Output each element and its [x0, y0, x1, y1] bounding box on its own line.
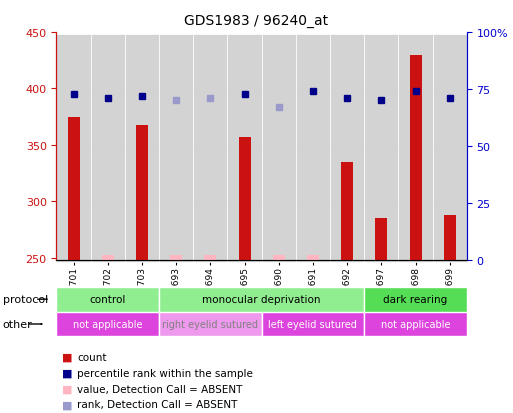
Text: count: count: [77, 352, 107, 362]
Text: percentile rank within the sample: percentile rank within the sample: [77, 368, 253, 378]
Bar: [273, 256, 285, 260]
Bar: [376, 218, 387, 260]
FancyBboxPatch shape: [364, 36, 399, 263]
Text: ■: ■: [62, 352, 72, 362]
Bar: [239, 138, 250, 260]
Text: monocular deprivation: monocular deprivation: [203, 294, 321, 304]
Text: ■: ■: [62, 368, 72, 378]
Bar: [341, 162, 353, 260]
Text: ■: ■: [62, 384, 72, 394]
FancyBboxPatch shape: [399, 36, 432, 263]
Text: control: control: [90, 294, 126, 304]
FancyBboxPatch shape: [159, 36, 193, 263]
Text: not applicable: not applicable: [381, 319, 450, 329]
FancyBboxPatch shape: [432, 36, 467, 263]
Text: GDS1983 / 96240_at: GDS1983 / 96240_at: [185, 14, 328, 28]
Text: dark rearing: dark rearing: [383, 294, 448, 304]
Text: left eyelid sutured: left eyelid sutured: [268, 319, 358, 329]
FancyBboxPatch shape: [296, 36, 330, 263]
Bar: [136, 125, 148, 260]
Bar: [409, 55, 422, 260]
FancyBboxPatch shape: [56, 287, 159, 312]
Text: rank, Detection Call = ABSENT: rank, Detection Call = ABSENT: [77, 399, 238, 409]
FancyBboxPatch shape: [125, 36, 159, 263]
Text: not applicable: not applicable: [73, 319, 143, 329]
Text: right eyelid sutured: right eyelid sutured: [162, 319, 259, 329]
Bar: [444, 215, 456, 260]
FancyBboxPatch shape: [193, 36, 227, 263]
Text: ■: ■: [62, 399, 72, 409]
Text: other: other: [3, 319, 32, 329]
FancyBboxPatch shape: [91, 36, 125, 263]
Text: value, Detection Call = ABSENT: value, Detection Call = ABSENT: [77, 384, 242, 394]
FancyBboxPatch shape: [262, 312, 364, 337]
FancyBboxPatch shape: [330, 36, 364, 263]
FancyBboxPatch shape: [56, 36, 91, 263]
Bar: [68, 117, 80, 260]
FancyBboxPatch shape: [56, 312, 159, 337]
Bar: [170, 256, 182, 260]
FancyBboxPatch shape: [159, 312, 262, 337]
FancyBboxPatch shape: [364, 312, 467, 337]
FancyBboxPatch shape: [159, 287, 364, 312]
FancyBboxPatch shape: [227, 36, 262, 263]
Bar: [204, 256, 216, 260]
FancyBboxPatch shape: [364, 287, 467, 312]
Text: protocol: protocol: [3, 294, 48, 304]
Bar: [102, 256, 114, 260]
Bar: [307, 256, 319, 260]
FancyBboxPatch shape: [262, 36, 296, 263]
